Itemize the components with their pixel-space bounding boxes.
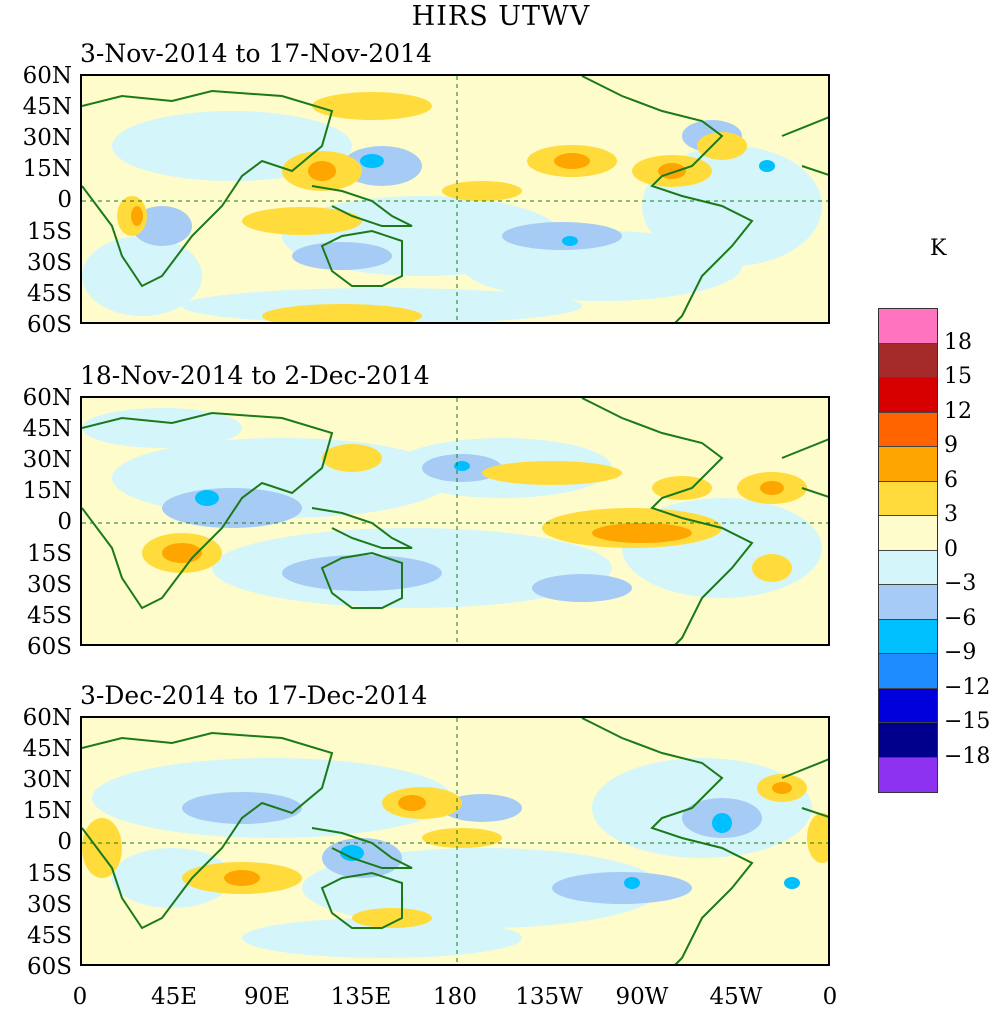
colorbar-swatch [879, 447, 937, 482]
colorbar-tick-label: −18 [944, 743, 991, 769]
coastlines [82, 398, 828, 644]
coastlines [82, 718, 828, 964]
lat-label: 30S [26, 892, 72, 918]
anomaly-orange-regions [224, 782, 792, 886]
lat-label: 15S [26, 861, 72, 887]
colorbar-swatch [879, 516, 937, 551]
lat-label: 45N [22, 416, 72, 442]
colorbar-swatch [879, 688, 937, 723]
colorbar-swatch [879, 619, 937, 654]
colorbar-tick-label: 0 [944, 536, 958, 562]
lat-label: 45S [26, 603, 72, 629]
anomaly-cyan-regions [360, 154, 775, 246]
lat-label: 30N [22, 767, 72, 793]
panel-3-map [80, 716, 830, 966]
lat-label: 30N [22, 125, 72, 151]
colorbar-tick-label: −3 [944, 571, 977, 596]
colorbar-swatch [879, 757, 937, 792]
lat-label: 60S [26, 634, 72, 660]
lon-label: 180 [433, 984, 477, 1010]
colorbar-tick-label: 15 [944, 364, 972, 389]
colorbar-swatch [879, 309, 937, 344]
lon-label: 45W [709, 984, 763, 1010]
colorbar-swatch [879, 481, 937, 516]
lon-label: 135W [515, 984, 583, 1010]
lon-label: 0 [72, 984, 88, 1010]
lat-label: 15N [22, 798, 72, 824]
lat-label: 30S [26, 572, 72, 598]
lon-label: 90E [243, 984, 291, 1010]
lon-label: 90W [615, 984, 669, 1010]
lat-label: 60N [22, 385, 72, 411]
panel-2-title: 18-Nov-2014 to 2-Dec-2014 [80, 361, 430, 390]
panel-2-map [80, 396, 830, 646]
lat-label: 45N [22, 736, 72, 762]
colorbar-tick-label: −12 [944, 674, 991, 700]
lat-label: 0 [57, 509, 72, 535]
lat-label: 15S [26, 219, 72, 245]
colorbar-tick-label: 9 [944, 433, 958, 458]
lat-label: 0 [57, 187, 72, 213]
lat-label: 15N [22, 156, 72, 182]
lat-label: 60N [22, 63, 72, 89]
lat-label: 45S [26, 923, 72, 949]
lat-label: 45S [26, 281, 72, 307]
anomaly-cyan-regions [195, 461, 470, 506]
colorbar-tick-label: 18 [944, 329, 972, 355]
colorbar-swatch [879, 585, 937, 620]
anomaly-cyan-regions [340, 813, 800, 889]
panel-1-map [80, 74, 830, 324]
lat-label: 0 [57, 829, 72, 855]
colorbar-swatch [879, 412, 937, 447]
anomaly-blue-regions [92, 758, 812, 958]
lon-label: 45E [150, 984, 198, 1010]
lat-label: 15N [22, 478, 72, 504]
colorbar-tick-label: 3 [944, 502, 958, 527]
coastlines [82, 76, 828, 322]
colorbar-tick-label: −6 [944, 605, 977, 631]
lat-label: 30N [22, 447, 72, 473]
lon-label: 0 [822, 984, 838, 1010]
panel-3-field [82, 718, 828, 964]
lat-label: 60N [22, 705, 72, 731]
lon-label: 135E [330, 984, 392, 1010]
panel-1-title: 3-Nov-2014 to 17-Nov-2014 [80, 39, 432, 68]
panel-1-field [82, 76, 828, 322]
figure-title: HIRS UTWV [411, 1, 591, 32]
lat-label: 60S [26, 312, 72, 338]
colorbar-tick-label: −15 [944, 709, 991, 734]
colorbar-tick-label: −9 [944, 640, 977, 665]
colorbar-tick-label: 6 [944, 467, 958, 493]
colorbar-swatch [879, 343, 937, 378]
panel-3-title: 3-Dec-2014 to 17-Dec-2014 [80, 681, 428, 710]
colorbar [878, 308, 938, 793]
lat-label: 60S [26, 954, 72, 980]
lat-label: 45N [22, 94, 72, 120]
colorbar-swatch [879, 550, 937, 585]
colorbar-swatch [879, 378, 937, 413]
colorbar-tick-label: 12 [944, 398, 972, 424]
lat-label: 30S [26, 250, 72, 276]
colorbar-swatch [879, 723, 937, 758]
lat-label: 15S [26, 541, 72, 567]
colorbar-unit: K [930, 236, 947, 261]
panel-2-field [82, 398, 828, 644]
colorbar-swatch [879, 654, 937, 689]
